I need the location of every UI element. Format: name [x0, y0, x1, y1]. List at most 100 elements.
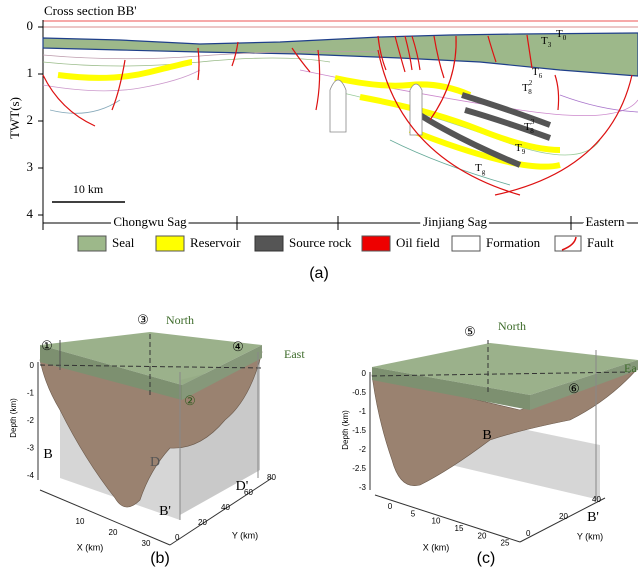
horizon-sup: 2 [529, 79, 533, 87]
horizon-sub: 3 [548, 41, 552, 49]
horizon-label: Tg [475, 162, 486, 176]
section-label: B' [159, 504, 171, 519]
section-label: B [43, 447, 52, 462]
marker: ⑤ [464, 324, 476, 339]
x-ticks-label: 20 [109, 528, 118, 537]
x-ticks-label: 30 [142, 539, 151, 548]
region-label: Chongwu Sag [113, 214, 187, 229]
direction-label: East [284, 347, 305, 361]
y-tick-label: 3 [27, 159, 34, 174]
depth-ticks-label: -3 [27, 444, 35, 453]
caption: (c) [477, 550, 496, 567]
y-tick-label: 0 [27, 18, 34, 33]
panel-a: Cross section BB' [7, 3, 638, 282]
reservoir [58, 62, 192, 78]
legend-label: Reservoir [190, 235, 241, 250]
x-ticks-label: 10 [432, 517, 441, 526]
y-axis-label: Y (km) [577, 531, 603, 541]
x-ticks-label: 0 [388, 502, 393, 511]
y-axis-label: Y (km) [232, 530, 258, 540]
depth-ticks-label: -2 [359, 445, 367, 454]
formation-line [560, 95, 638, 112]
legend-swatch [555, 236, 581, 251]
caption: (b) [150, 550, 170, 567]
marker: ⑥ [568, 381, 580, 396]
horizon-sub: 8 [530, 127, 534, 135]
source-rock [465, 110, 550, 138]
section-title: Cross section BB' [44, 3, 137, 18]
formation-line [50, 100, 120, 113]
depth-ticks-label: -4 [27, 471, 35, 480]
horizon-sub: 6 [539, 72, 543, 80]
depth-ticks-label: -2.5 [352, 464, 366, 473]
depth-ticks-label: -1 [27, 389, 35, 398]
direction-label: North [498, 319, 526, 333]
y-tick-label: 1 [27, 65, 34, 80]
y-ticks-label: 40 [221, 503, 230, 512]
horizon-sub: 8 [528, 88, 532, 96]
direction-label: Ea [624, 361, 637, 375]
y-tick-label: 4 [27, 206, 34, 221]
x-axis-label: X (km) [77, 542, 104, 552]
marker: ④ [232, 339, 244, 354]
marker: ② [184, 393, 196, 408]
x-ticks-label: 10 [76, 517, 85, 526]
depth-ticks-label: -1.5 [352, 426, 366, 435]
depth-ticks-label: 0 [362, 369, 367, 378]
legend-swatch [156, 236, 184, 251]
depth-ticks-label: -3 [359, 483, 367, 492]
diapir [330, 80, 346, 132]
horizon-label: T0 [556, 28, 567, 42]
section-label: B' [587, 510, 599, 525]
section-label: D' [236, 479, 249, 494]
y-ticks: 0 1 2 3 4 [27, 18, 44, 221]
horizon-sub: 9 [522, 148, 526, 156]
y-tick-label: 2 [27, 112, 34, 127]
caption: (a) [309, 265, 329, 282]
legend-swatch [362, 236, 390, 251]
legend-label: Fault [587, 235, 614, 250]
depth-ticks-label: -2 [27, 416, 35, 425]
horizon-sub: 0 [563, 34, 567, 42]
y-ticks-label: 0 [526, 529, 531, 538]
legend-swatch [452, 236, 480, 251]
horizon-sub: g [482, 168, 486, 176]
region-label: Eastern [586, 214, 625, 229]
legend-swatch [255, 236, 283, 251]
legend-label: Formation [486, 235, 541, 250]
y-ticks-label: 80 [267, 473, 276, 482]
x-axis [375, 495, 520, 542]
marker: ③ [137, 312, 149, 327]
y-ticks-label: 40 [592, 495, 601, 504]
y-ticks-label: 20 [198, 518, 207, 527]
x-ticks-label: 25 [501, 539, 510, 548]
region-label: Jinjiang Sag [423, 214, 487, 229]
figure: Cross section BB' [0, 0, 638, 570]
depth-axis-label: Depth (km) [9, 398, 18, 438]
legend-swatch [78, 236, 106, 251]
depth-ticks-label: -0.5 [352, 388, 366, 397]
marker: ① [41, 338, 53, 353]
section-label: B [482, 428, 491, 443]
scale-bar-label: 10 km [73, 182, 104, 196]
y-ticks-label: 20 [559, 512, 568, 521]
legend-label: Source rock [289, 235, 352, 250]
depth-ticks-label: -1 [359, 407, 367, 416]
x-ticks-label: 20 [478, 531, 487, 540]
horizon-label: T38 [524, 118, 535, 135]
horizon-sup: 3 [531, 118, 535, 126]
legend-label: Seal [112, 235, 135, 250]
legend: Seal Reservoir Source rock Oil field For… [78, 235, 614, 251]
section-label: D [150, 455, 160, 470]
seal-layer [43, 33, 638, 76]
y-ticks-label: 0 [175, 533, 180, 542]
x-ticks-label: 5 [411, 509, 416, 518]
depth-axis-label: Depth (km) [341, 410, 350, 450]
depth-ticks-label: 0 [30, 361, 35, 370]
direction-label: North [166, 313, 194, 327]
x-axis-label: X (km) [423, 542, 450, 552]
legend-label: Oil field [396, 235, 440, 250]
